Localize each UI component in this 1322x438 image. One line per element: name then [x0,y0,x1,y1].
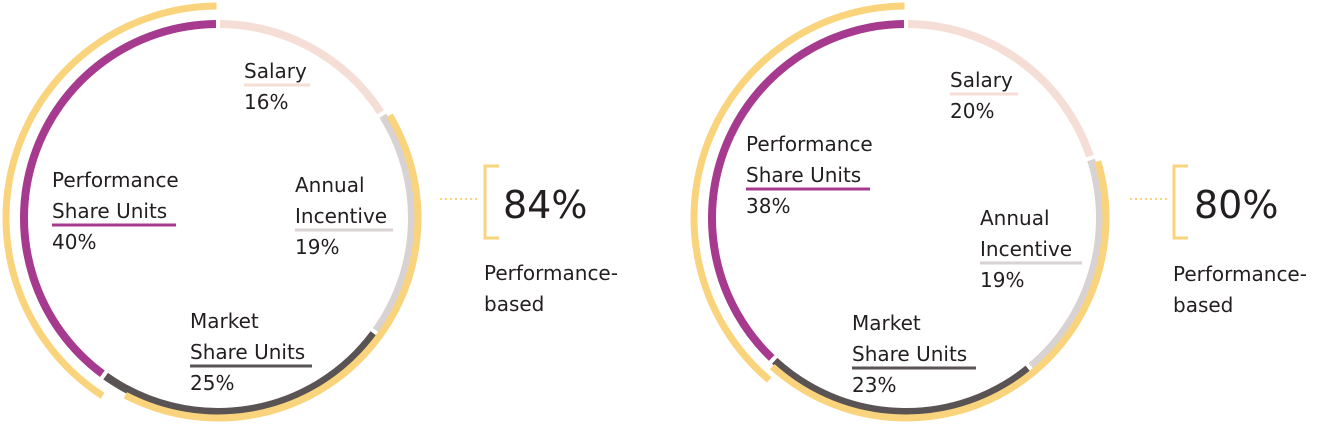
segment-value-annual: 19% [295,235,339,259]
segment-label-salary: Salary 16% [244,59,310,114]
segment-name-performance: Performance [746,132,873,156]
segment-name-annual: Incentive [980,237,1072,261]
outer-ring-performance-share-units [2,2,217,399]
segment-value-annual: 19% [980,268,1024,292]
segment-name-salary: Salary [244,59,307,83]
ring-segment-market [103,331,377,416]
segment-name-performance: Performance [52,168,179,192]
performance-based-label: Performance- [1173,262,1307,286]
performance-based-callout: 80% Performance-based [1130,164,1307,317]
ring-segment-performance [708,20,905,361]
ring-segment-annual [372,113,416,333]
segment-name-market: Share Units [852,342,967,366]
segment-name-annual: Annual [980,206,1050,230]
donut-chart-2: Salary 20% Annual Incentive 19% Market Share U… [690,2,1307,422]
segment-value-performance: 40% [52,230,96,254]
performance-based-value: 80% [1194,183,1278,227]
segment-value-salary: 20% [950,99,994,123]
segment-name-annual: Incentive [295,204,387,228]
segment-name-market: Market [190,309,259,333]
ring-segment-annual [1028,158,1104,370]
segment-value-market: 25% [190,371,234,395]
outer-ring-performance-share-units [690,2,905,383]
segment-value-market: 23% [852,373,896,397]
segment-label-annual: Annual Incentive 19% [295,173,393,259]
segment-label-market: Market Share Units 25% [190,309,312,395]
callout-bracket [483,164,499,240]
ring-segment-performance [20,20,217,377]
performance-based-label: Performance- [484,261,618,285]
callout-bracket [1172,164,1188,240]
ring-segment-market [771,357,1031,416]
segment-label-performance: Performance Share Units 40% [52,168,179,254]
segment-label-salary: Salary 20% [950,68,1018,123]
segment-name-annual: Annual [295,173,365,197]
segment-name-performance: Share Units [52,199,167,223]
segment-value-salary: 16% [244,90,288,114]
segment-name-performance: Share Units [746,163,861,187]
segment-name-market: Market [852,311,921,335]
performance-based-label: based [484,292,544,316]
segment-value-performance: 38% [746,194,790,218]
donut-chart-1: Salary 16% Annual Incentive 19% Market Share U… [2,2,618,422]
performance-based-value: 84% [503,183,587,227]
outer-ring-performance-based [123,113,422,422]
segment-name-market: Share Units [190,340,305,364]
segment-label-performance: Performance Share Units 38% [746,132,873,218]
ring-segment-salary [219,20,385,115]
segment-label-annual: Annual Incentive 19% [980,206,1082,292]
ring-segment-salary [907,20,1094,158]
segment-label-market: Market Share Units 23% [852,311,976,397]
performance-based-label: based [1173,293,1233,317]
outer-ring-performance-based [769,160,1110,422]
segment-name-salary: Salary [950,68,1013,92]
performance-based-callout: 84% Performance-based [440,164,618,316]
